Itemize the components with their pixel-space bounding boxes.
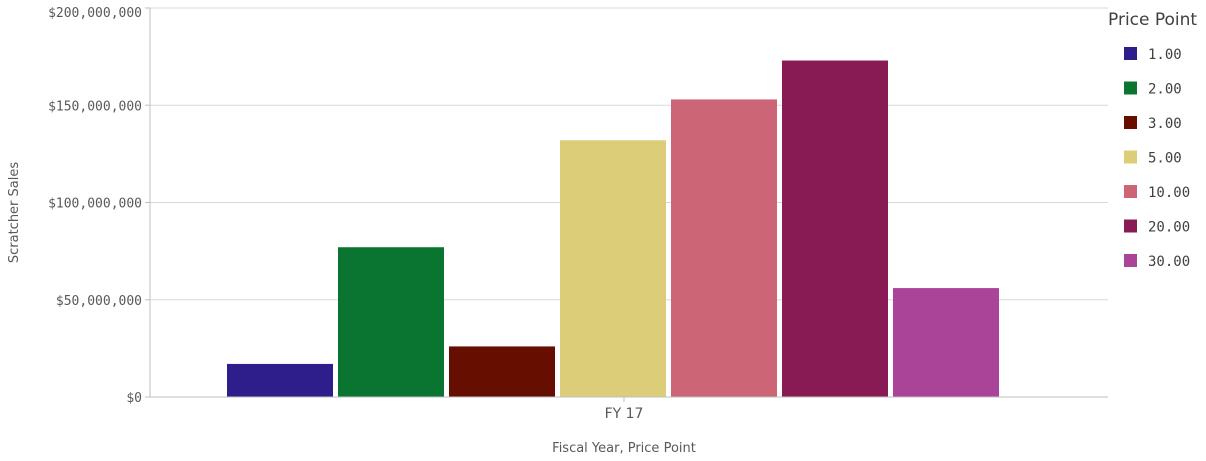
axes <box>149 8 1108 398</box>
legend-swatch <box>1124 116 1137 129</box>
bar-5-00 <box>560 140 666 397</box>
bar-2-00 <box>338 247 444 397</box>
legend-swatch <box>1124 185 1137 198</box>
bar-1-00 <box>227 363 333 397</box>
bars <box>227 60 999 397</box>
y-axis-ticks: $0 $50,000,000 $100,000,000 $150,000,000 $20… <box>48 6 150 406</box>
legend-swatch <box>1124 81 1137 95</box>
y-tick-label: $200,000,000 <box>48 6 142 21</box>
legend-swatch <box>1124 47 1137 60</box>
legend-swatch <box>1124 254 1137 267</box>
legend: Price Point 1.00 2.00 3.00 5.00 10.00 20.00 30… <box>1108 10 1197 270</box>
legend-swatch <box>1124 150 1137 164</box>
legend-label: 20.00 <box>1148 220 1190 236</box>
y-tick-label: $50,000,000 <box>56 294 142 309</box>
x-axis-categories: FY 17 <box>605 397 644 422</box>
y-axis-title: Scratcher Sales <box>7 162 22 263</box>
legend-swatch <box>1124 219 1137 233</box>
bar-3-00 <box>449 346 555 397</box>
legend-label: 10.00 <box>1148 185 1190 201</box>
legend-label: 5.00 <box>1148 151 1182 167</box>
legend-label: 3.00 <box>1148 116 1182 132</box>
legend-title: Price Point <box>1108 10 1197 30</box>
bar-10-00 <box>671 99 777 397</box>
x-category-label: FY 17 <box>605 406 644 422</box>
y-tick-label: $100,000,000 <box>48 197 142 212</box>
x-axis-title: Fiscal Year, Price Point <box>552 441 696 456</box>
bar-20-00 <box>782 60 888 397</box>
legend-label: 1.00 <box>1148 47 1182 63</box>
legend-label: 30.00 <box>1148 254 1190 270</box>
y-tick-label: $150,000,000 <box>48 99 142 114</box>
bar-30-00 <box>893 288 999 397</box>
y-tick-label: $0 <box>126 391 142 406</box>
legend-label: 2.00 <box>1148 82 1182 98</box>
